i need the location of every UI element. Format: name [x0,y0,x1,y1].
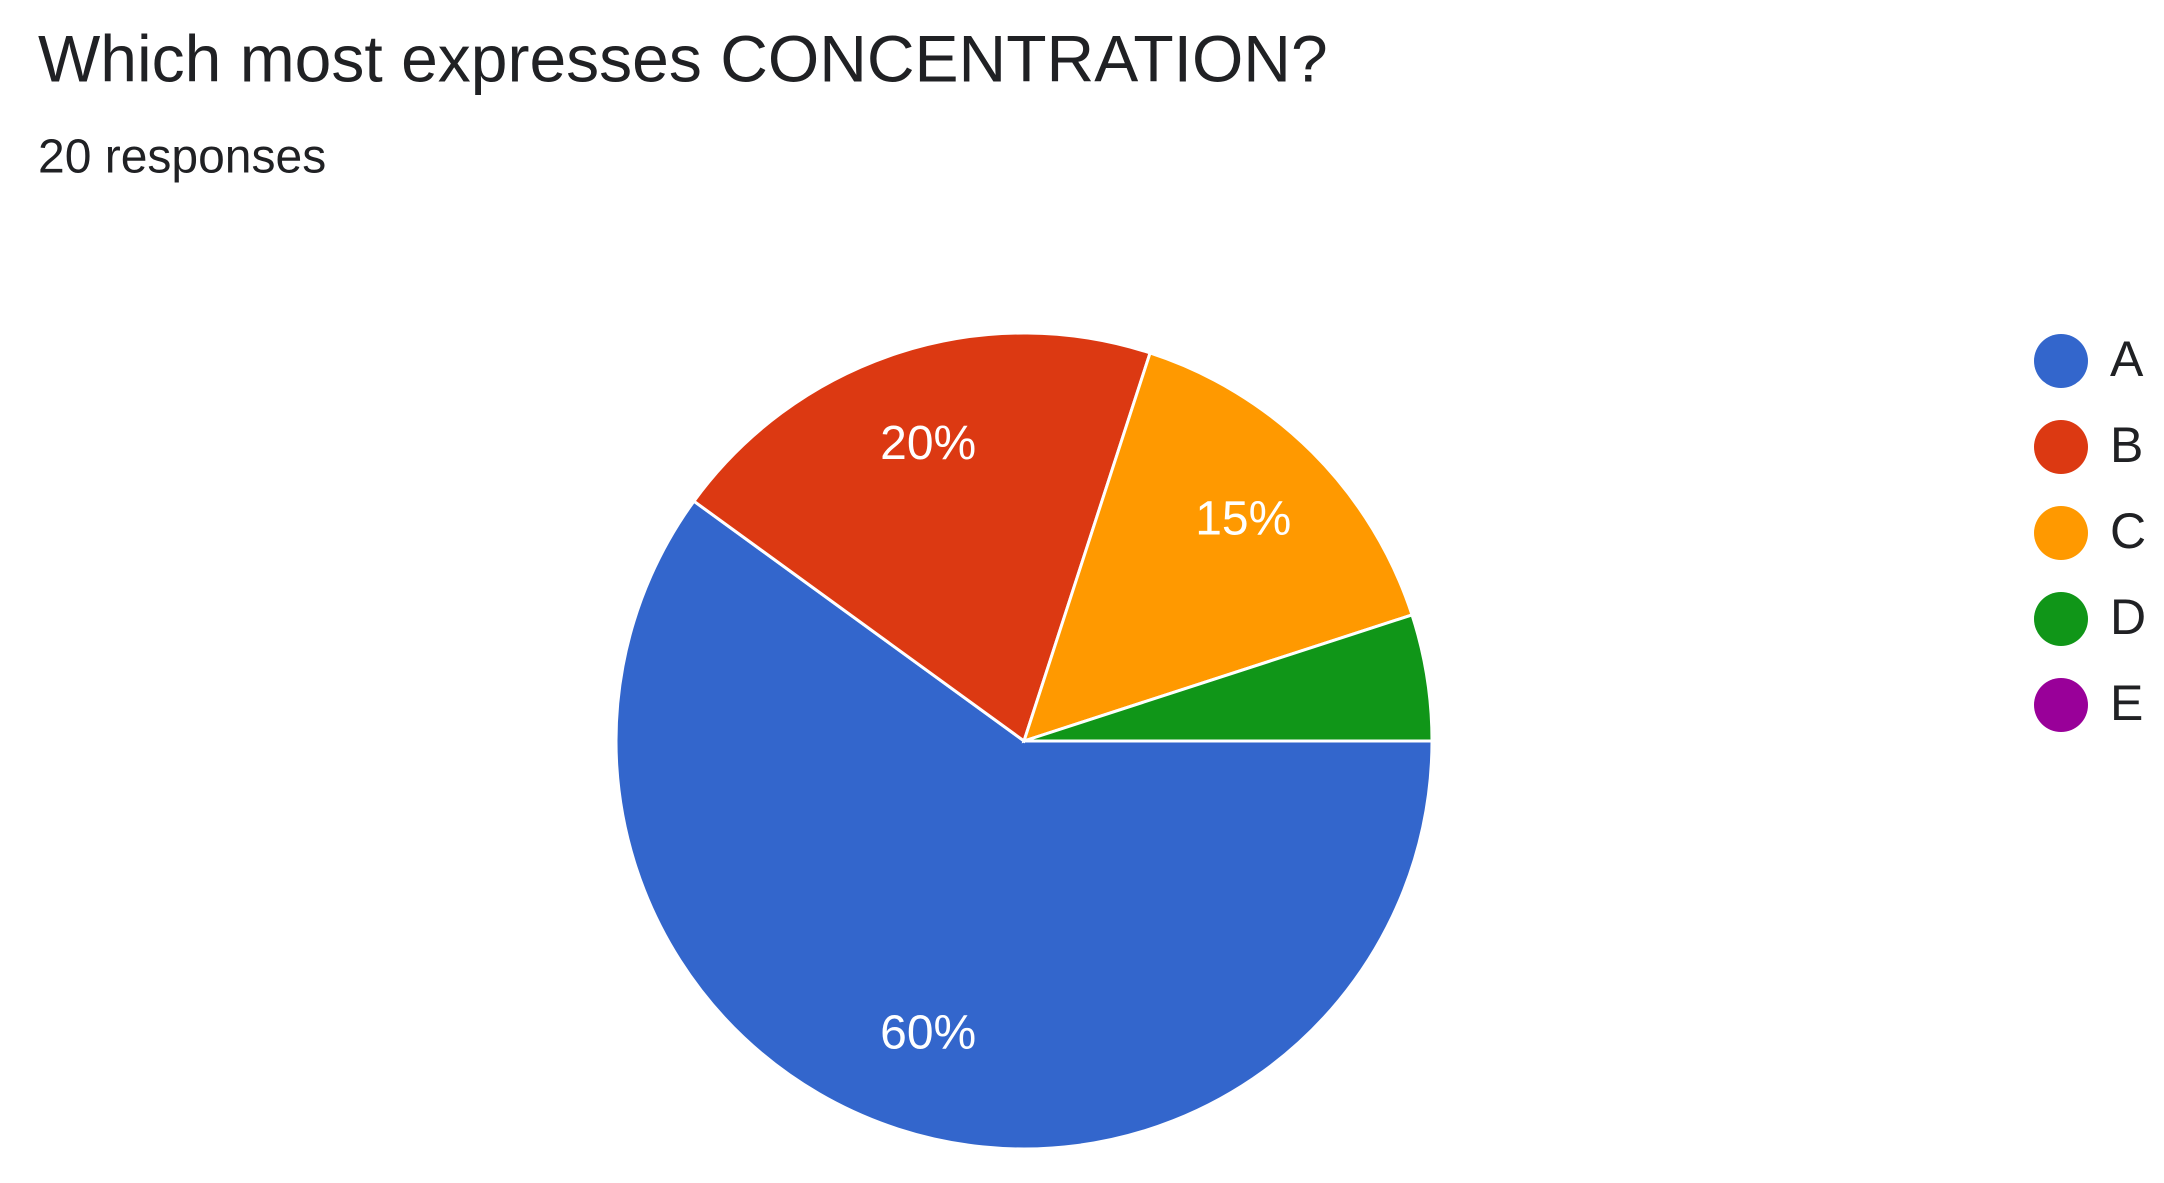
legend-label: E [2110,675,2143,731]
legend-label: D [2110,589,2146,645]
pie-slice [614,499,1434,1151]
legend-marker [2034,334,2088,388]
chart-title: Which most expresses CONCENTRATION? [38,21,1328,95]
legend-label: B [2110,417,2143,473]
legend-marker [2034,506,2088,560]
pie-slice [1021,351,1414,744]
data-label: 15% [1195,492,1291,545]
legend-label: A [2110,331,2144,387]
pie-slice [691,331,1152,744]
legend-label: C [2110,503,2146,559]
legend-marker [2034,592,2088,646]
data-label: 20% [880,417,976,470]
legend-marker [2034,678,2088,732]
chart-subtitle: 20 responses [38,131,326,184]
data-label: 60% [880,1007,976,1060]
legend-marker [2034,420,2088,474]
